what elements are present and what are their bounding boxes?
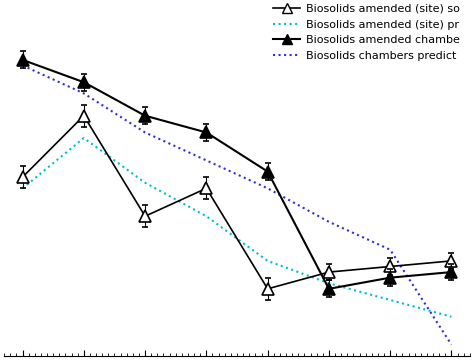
Biosolids chambers predict xyxy=(265,186,271,190)
Biosolids chambers predict xyxy=(387,248,393,252)
Biosolids chambers predict xyxy=(326,220,332,224)
Biosolids amended (site) pr xyxy=(265,259,271,263)
Biosolids chambers predict xyxy=(81,91,87,95)
Biosolids chambers predict xyxy=(448,342,454,347)
Line: Biosolids chambers predict: Biosolids chambers predict xyxy=(23,66,451,345)
Biosolids chambers predict xyxy=(203,158,209,163)
Biosolids amended (site) pr xyxy=(203,214,209,219)
Biosolids amended (site) pr xyxy=(20,186,26,190)
Line: Biosolids amended (site) pr: Biosolids amended (site) pr xyxy=(23,138,451,317)
Legend: Biosolids amended (site) so, Biosolids amended (site) pr, Biosolids amended cham: Biosolids amended (site) so, Biosolids a… xyxy=(268,0,464,65)
Biosolids chambers predict xyxy=(20,63,26,68)
Biosolids amended (site) pr xyxy=(142,181,148,185)
Biosolids amended (site) pr xyxy=(81,136,87,140)
Biosolids amended (site) pr xyxy=(448,315,454,319)
Biosolids amended (site) pr xyxy=(387,298,393,302)
Biosolids amended (site) pr xyxy=(326,281,332,285)
Biosolids chambers predict xyxy=(142,130,148,135)
